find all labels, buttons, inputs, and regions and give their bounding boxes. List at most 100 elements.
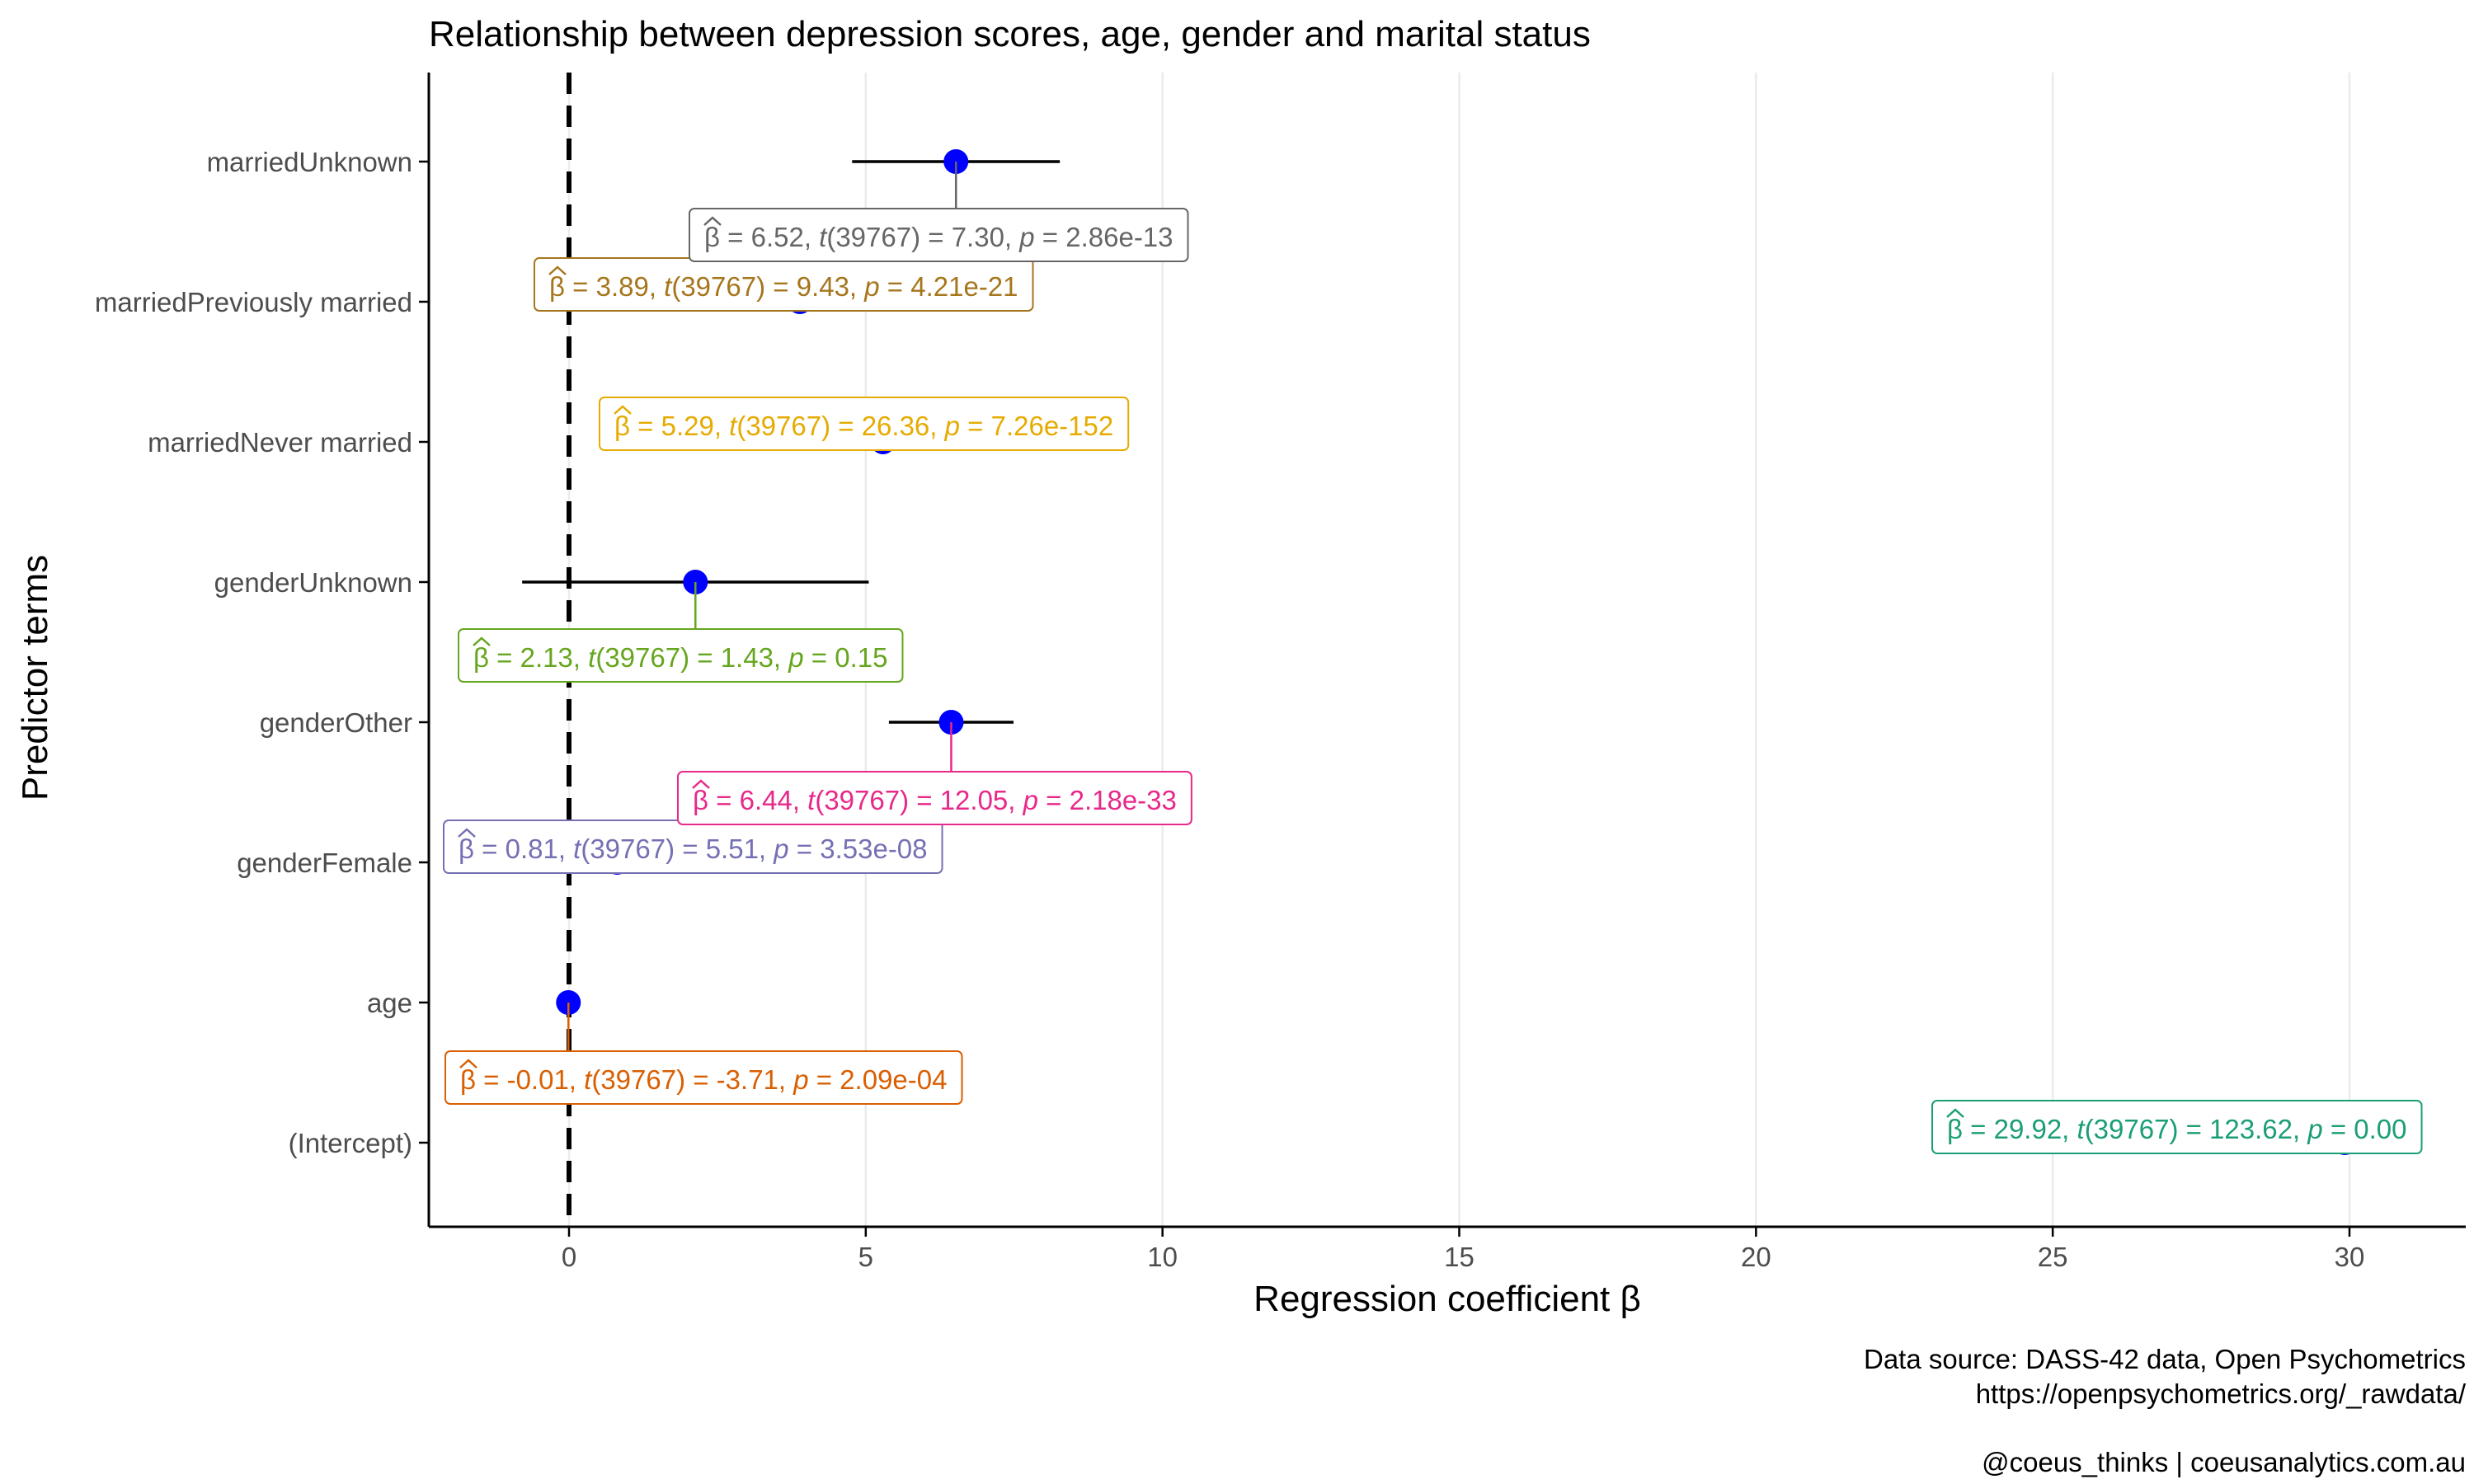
beta-hat xyxy=(548,265,567,275)
stat-text-part: = 2.86e-13 xyxy=(1035,222,1174,252)
caption-line: @coeus_thinks | coeusanalytics.com.au xyxy=(1982,1447,2466,1477)
stat-text-part: p xyxy=(863,271,879,302)
stat-text-part: p xyxy=(793,1064,808,1095)
caption-line: Data source: DASS-42 data, Open Psychome… xyxy=(1864,1344,2466,1374)
stat-text-part: t xyxy=(2077,1114,2086,1144)
x-tick-label: 10 xyxy=(1147,1242,1178,1272)
axes-layer: 0 5 10 15 20 25 30 (Intercept) age genderFemale ge… xyxy=(95,73,2466,1272)
stat-text-part: = 3.53e-08 xyxy=(789,834,928,864)
caption-line: https://openpsychometrics.org/_rawdata/ xyxy=(1976,1378,2467,1409)
stat-text: β = 2.13, t(39767) = 1.43, p = 0.15 xyxy=(473,642,887,673)
stat-text-part: (39767) = 5.51, xyxy=(581,834,774,864)
stat-text-part: = 0.15 xyxy=(804,642,888,673)
stat-text-part: = 4.21e-21 xyxy=(880,271,1018,302)
stat-text-part: = 3.89, xyxy=(565,271,664,302)
stat-text-part: p xyxy=(1018,222,1034,252)
stat-text-part: (39767) = 9.43, xyxy=(671,271,864,302)
stat-text-part: (39767) = 123.62, xyxy=(2085,1114,2308,1144)
y-tick-label: genderFemale xyxy=(237,848,412,878)
y-tick-label: age xyxy=(367,988,412,1018)
beta-hat xyxy=(459,1059,477,1068)
stat-text-part: β xyxy=(460,1064,476,1095)
beta-hat xyxy=(458,828,476,838)
stat-label-age: β = -0.01, t(39767) = -3.71, p = 2.09e-0… xyxy=(444,1050,963,1105)
stat-text: β = 0.81, t(39767) = 5.51, p = 3.53e-08 xyxy=(459,834,928,864)
y-axis-title: Predictor terms xyxy=(15,555,55,801)
stat-text-part: = 0.81, xyxy=(474,834,573,864)
stat-text-part: p xyxy=(788,642,803,673)
stat-text-part: = 2.18e-33 xyxy=(1038,785,1177,815)
stat-label-marriednever-married: β = 5.29, t(39767) = 26.36, p = 7.26e-15… xyxy=(599,397,1130,451)
stat-label-box xyxy=(444,1050,963,1105)
caption: Data source: DASS-42 data, Open Psychome… xyxy=(1864,1344,2467,1477)
labels-layer: β = 29.92, t(39767) = 123.62, p = 0.00β … xyxy=(443,162,2423,1154)
stat-text-part: t xyxy=(664,271,673,302)
stat-text-part: β xyxy=(1947,1114,1963,1144)
stat-text: β = 5.29, t(39767) = 26.36, p = 7.26e-15… xyxy=(614,411,1113,441)
stat-label-box xyxy=(1931,1100,2423,1154)
stat-text-part: t xyxy=(588,642,597,673)
stat-label-marriedunknown: β = 6.52, t(39767) = 7.30, p = 2.86e-13 xyxy=(689,208,1189,262)
stat-text-part: p xyxy=(2307,1114,2322,1144)
stat-text: β = 3.89, t(39767) = 9.43, p = 4.21e-21 xyxy=(549,271,1018,302)
y-tick-label: (Intercept) xyxy=(289,1128,412,1158)
stat-text-part: t xyxy=(729,411,738,441)
stat-text-part: = 29.92, xyxy=(1963,1114,2077,1144)
y-tick-label: genderUnknown xyxy=(214,567,412,598)
stat-text-part: (39767) = 1.43, xyxy=(595,642,788,673)
x-tick-label: 0 xyxy=(562,1242,576,1272)
chart-title: Relationship between depression scores, … xyxy=(429,14,1591,54)
stat-text-part: (39767) = 26.36, xyxy=(736,411,944,441)
stat-text-part: t xyxy=(807,785,816,815)
x-tick-label: 15 xyxy=(1444,1242,1475,1272)
beta-hat xyxy=(473,636,491,646)
stat-label-box xyxy=(599,397,1130,451)
x-tick-label: 5 xyxy=(858,1242,873,1272)
x-tick-label: 30 xyxy=(2335,1242,2365,1272)
stat-text-part: = 2.09e-04 xyxy=(809,1064,948,1095)
stat-text-part: β xyxy=(614,411,630,441)
stat-text-part: = -0.01, xyxy=(476,1064,584,1095)
y-tick-label: marriedUnknown xyxy=(207,147,412,177)
stat-label-genderunknown: β = 2.13, t(39767) = 1.43, p = 0.15 xyxy=(458,628,904,683)
x-tick-label: 20 xyxy=(1741,1242,1771,1272)
beta-hat xyxy=(692,779,710,789)
stat-text-part: = 2.13, xyxy=(489,642,588,673)
stat-text-part: = 7.26e-152 xyxy=(960,411,1113,441)
stat-label-genderfemale: β = 0.81, t(39767) = 5.51, p = 3.53e-08 xyxy=(443,819,943,874)
stat-text-part: p xyxy=(773,834,788,864)
stat-text-part: = 5.29, xyxy=(630,411,729,441)
stat-label-box xyxy=(677,771,1192,825)
stat-label-box xyxy=(458,628,904,683)
stat-text-part: β xyxy=(459,834,474,864)
stat-label-box xyxy=(689,208,1189,262)
stat-label-intercept: β = 29.92, t(39767) = 123.62, p = 0.00 xyxy=(1931,1100,2423,1154)
stat-text-part: p xyxy=(944,411,960,441)
stat-text-part: β xyxy=(473,642,489,673)
y-tick-label: marriedNever married xyxy=(148,427,412,458)
stat-text-part: p xyxy=(1023,785,1038,815)
y-tick-label: genderOther xyxy=(260,707,412,738)
stat-text-part: (39767) = 12.05, xyxy=(815,785,1023,815)
stat-text-part: t xyxy=(584,1064,593,1095)
stat-text-part: β xyxy=(704,222,720,252)
stat-text-part: β xyxy=(549,271,565,302)
y-tick-label: marriedPreviously married xyxy=(95,287,412,317)
stat-label-genderother: β = 6.44, t(39767) = 12.05, p = 2.18e-33 xyxy=(677,771,1192,825)
x-tick-label: 25 xyxy=(2038,1242,2068,1272)
stat-text-part: = 6.44, xyxy=(708,785,807,815)
stat-text-part: β xyxy=(693,785,708,815)
stat-label-marriedpreviously-married: β = 3.89, t(39767) = 9.43, p = 4.21e-21 xyxy=(534,257,1034,312)
stat-text: β = 6.44, t(39767) = 12.05, p = 2.18e-33 xyxy=(693,785,1177,815)
stat-text-part: = 6.52, xyxy=(720,222,819,252)
stat-text-part: t xyxy=(819,222,828,252)
beta-hat xyxy=(614,405,632,415)
beta-hat xyxy=(1946,1108,1964,1118)
stat-text: β = -0.01, t(39767) = -3.71, p = 2.09e-0… xyxy=(460,1064,947,1095)
stat-text-part: (39767) = -3.71, xyxy=(591,1064,793,1095)
stat-text: β = 29.92, t(39767) = 123.62, p = 0.00 xyxy=(1947,1114,2407,1144)
stat-text-part: t xyxy=(573,834,582,864)
beta-hat xyxy=(703,216,722,226)
stat-text-part: = 0.00 xyxy=(2323,1114,2407,1144)
